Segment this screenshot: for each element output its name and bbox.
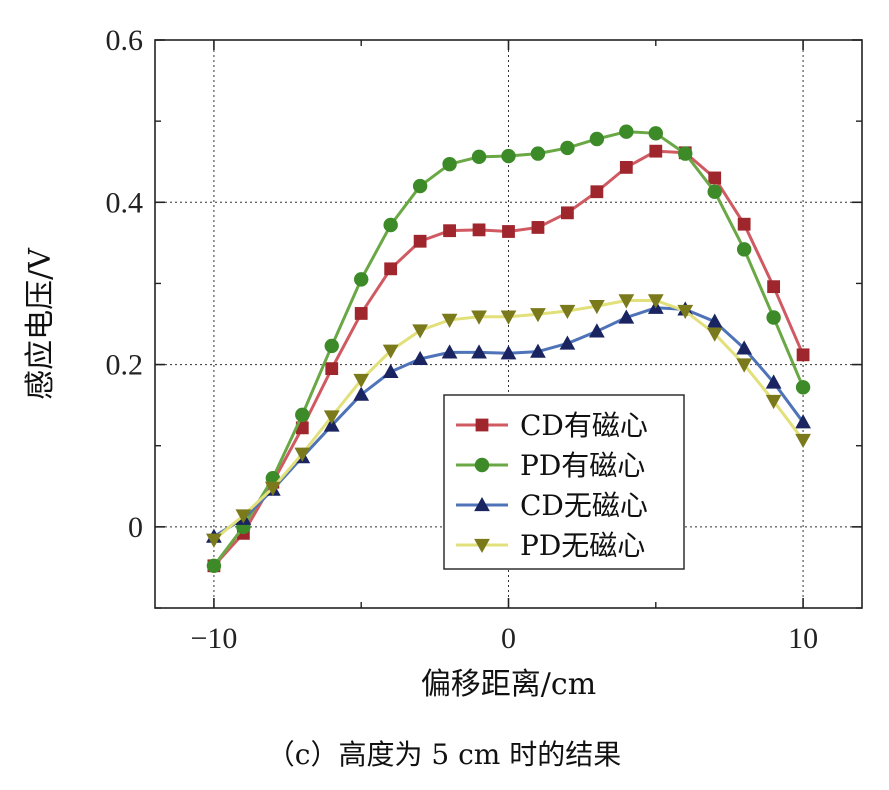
y-tick-label: 0.6 xyxy=(106,24,144,57)
data-point xyxy=(560,140,575,156)
data-point xyxy=(531,221,545,234)
legend-label: CD无磁心 xyxy=(520,489,648,522)
data-point xyxy=(618,294,635,309)
data-point xyxy=(589,131,605,147)
data-point xyxy=(443,224,456,238)
legend-marker xyxy=(474,538,490,554)
legend-item: PD有磁心 xyxy=(456,449,645,482)
data-point xyxy=(559,335,576,350)
data-point xyxy=(412,350,429,366)
series-4 xyxy=(206,294,811,548)
data-point xyxy=(323,417,340,432)
data-point xyxy=(500,310,517,325)
data-point xyxy=(766,310,781,325)
data-point xyxy=(412,178,428,194)
figure-caption: （c）高度为 5 cm 时的结果 xyxy=(267,738,621,771)
legend-marker xyxy=(474,457,490,473)
data-point xyxy=(383,217,398,233)
legend-label: PD无磁心 xyxy=(520,529,645,562)
data-point xyxy=(354,272,369,287)
data-point xyxy=(559,304,576,320)
data-point xyxy=(441,313,458,328)
data-point xyxy=(442,156,457,172)
data-point xyxy=(796,348,810,362)
data-point xyxy=(765,394,782,410)
data-point xyxy=(590,185,604,199)
y-tick-label: 0 xyxy=(128,511,143,544)
data-point xyxy=(530,308,546,323)
data-point xyxy=(795,380,811,395)
data-point xyxy=(737,217,751,231)
data-point xyxy=(471,149,487,165)
data-point xyxy=(412,324,429,339)
y-tick-label: 0.2 xyxy=(106,349,144,382)
y-tick-label: 0.4 xyxy=(106,186,144,219)
data-point xyxy=(471,344,487,359)
data-point xyxy=(235,509,252,524)
data-point xyxy=(502,225,515,238)
data-point xyxy=(353,373,370,389)
y-axis-label: 感应电压/V xyxy=(23,247,58,400)
data-point xyxy=(736,340,753,355)
series-2 xyxy=(206,124,811,574)
data-point xyxy=(619,124,634,139)
data-point xyxy=(264,481,281,496)
data-point xyxy=(736,242,752,257)
data-point xyxy=(767,280,781,294)
x-tick-label: 0 xyxy=(501,622,516,655)
legend-label: PD有磁心 xyxy=(520,449,645,482)
data-point xyxy=(530,146,546,161)
data-point xyxy=(471,310,487,325)
data-point xyxy=(472,223,486,237)
x-tick-label: 10 xyxy=(788,622,818,655)
data-point xyxy=(619,160,633,174)
data-point xyxy=(678,146,693,161)
legend-item: CD有磁心 xyxy=(456,409,648,442)
data-point xyxy=(707,184,722,199)
data-point xyxy=(382,363,399,379)
data-point xyxy=(501,148,516,164)
data-point xyxy=(708,171,722,185)
data-point xyxy=(206,558,222,574)
legend: CD有磁心 PD有磁心 CD无磁心 PD无磁心 xyxy=(443,394,685,570)
data-point xyxy=(795,433,811,449)
data-point xyxy=(325,362,339,376)
data-point xyxy=(561,206,574,220)
data-point xyxy=(382,344,399,359)
data-point xyxy=(294,447,311,462)
data-point xyxy=(500,345,517,360)
legend-label: CD有磁心 xyxy=(520,409,648,442)
legend-marker xyxy=(475,418,489,432)
legend-item: PD无磁心 xyxy=(456,529,645,562)
data-point xyxy=(618,309,635,324)
data-point xyxy=(795,414,811,429)
data-point xyxy=(706,327,723,342)
data-point xyxy=(413,234,427,248)
data-point xyxy=(530,343,546,358)
legend-marker xyxy=(474,496,490,512)
series-layer xyxy=(206,124,811,574)
data-point xyxy=(384,262,398,276)
data-point xyxy=(588,299,605,315)
data-point xyxy=(295,407,310,423)
data-point xyxy=(324,338,339,354)
ticks: −10 0 10 0 0.2 0.4 0.6 xyxy=(106,24,862,655)
data-point xyxy=(441,344,458,359)
data-point xyxy=(588,323,605,338)
data-point xyxy=(765,374,782,389)
data-point xyxy=(649,144,663,158)
data-point xyxy=(706,313,723,328)
data-point xyxy=(353,386,370,401)
data-point xyxy=(354,307,368,320)
data-point xyxy=(677,304,694,320)
legend-item: CD无磁心 xyxy=(456,489,648,522)
data-point xyxy=(647,294,664,309)
data-point xyxy=(648,126,663,141)
data-point xyxy=(323,410,340,425)
data-point xyxy=(206,533,222,548)
x-axis-label: 偏移距离/cm xyxy=(421,667,596,702)
data-point xyxy=(736,358,753,373)
x-tick-label: −10 xyxy=(190,622,237,655)
